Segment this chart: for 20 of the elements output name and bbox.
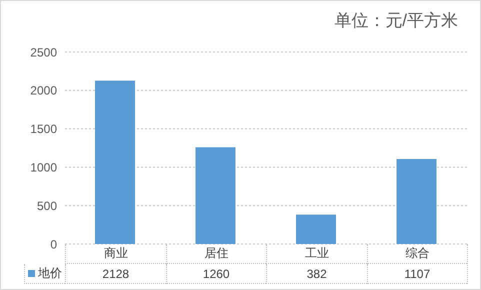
- x-tick-label: 商业: [65, 244, 166, 264]
- data-label: 382: [266, 264, 366, 284]
- bar: [296, 214, 336, 244]
- x-tick-label: 工业: [266, 244, 366, 264]
- y-tick-label: 0: [50, 237, 58, 252]
- bar: [95, 80, 135, 244]
- legend-label: 地价: [24, 264, 65, 284]
- bar: [196, 147, 236, 244]
- chart-title: 单位：元/平方米: [334, 10, 458, 32]
- y-tick-label: 1500: [30, 122, 58, 136]
- data-label: 2128: [65, 264, 166, 284]
- y-tick-label: 500: [36, 198, 58, 213]
- x-tick-label: 综合: [366, 244, 467, 264]
- y-tick-label: 2500: [30, 45, 58, 60]
- x-tick-label: 居住: [166, 244, 266, 264]
- data-label: 1260: [166, 264, 266, 284]
- y-tick-label: 2000: [30, 84, 58, 98]
- bar: [396, 158, 436, 244]
- y-tick-label: 1000: [30, 160, 58, 174]
- data-label: 1107: [366, 264, 467, 284]
